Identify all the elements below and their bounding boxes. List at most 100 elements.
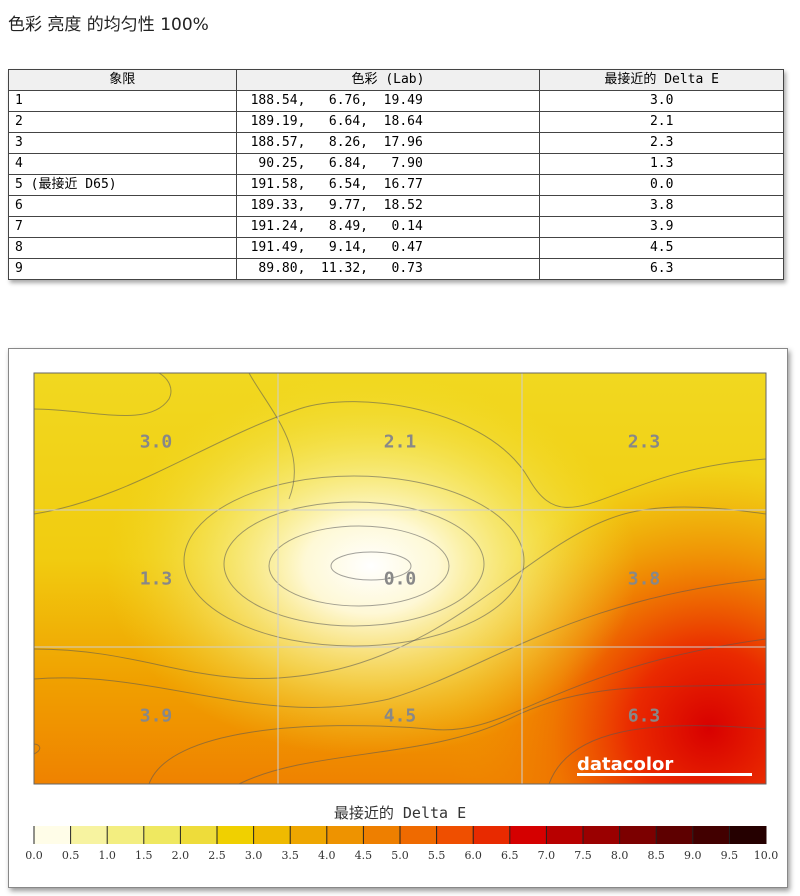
- cell-value-label: 0.0: [384, 569, 417, 590]
- colorbar: 0.0 0.5 1.0 1.5 2.0 2.5 3.0 3.5 4.0 4.5 5.0 5.5 6.0 6…: [25, 826, 778, 862]
- colorbar-segment: [180, 826, 218, 844]
- colorbar-tick-label: 5.0: [391, 849, 409, 862]
- colorbar-tick-label: 0.0: [25, 849, 43, 862]
- colorbar-tick-label: 3.0: [245, 849, 263, 862]
- colorbar-tick-label: 8.0: [611, 849, 629, 862]
- cell-delta-e: 6.3: [539, 258, 784, 280]
- table-row: 2 189.19, 6.64, 18.64 2.1: [8, 111, 784, 133]
- cell-lab: 189.33, 9.77, 18.52: [235, 195, 541, 217]
- cell-lab: 188.54, 6.76, 19.49: [235, 90, 541, 112]
- colorbar-tick-label: 3.5: [281, 849, 299, 862]
- cell-quadrant: 6: [8, 195, 237, 217]
- cell-lab: 89.80, 11.32, 0.73: [235, 258, 541, 280]
- colorbar-segment: [473, 826, 511, 844]
- uniformity-chart: 3.0 2.1 2.3 1.3 0.0 3.8 3.9 4.5 6.3 datacolor 最接…: [8, 348, 788, 888]
- datacolor-logo: datacolor: [577, 754, 673, 775]
- cell-lab: 191.58, 6.54, 16.77: [235, 174, 541, 196]
- table-row: 5 (最接近 D65) 191.58, 6.54, 16.77 0.0: [8, 174, 784, 196]
- cell-delta-e: 3.9: [539, 216, 784, 238]
- contour-lines: [34, 373, 766, 784]
- table-row: 1 188.54, 6.76, 19.49 3.0: [8, 90, 784, 112]
- cell-value-label: 3.8: [628, 569, 661, 590]
- colorbar-tick-label: 6.0: [464, 849, 482, 862]
- cell-quadrant: 3: [8, 132, 237, 154]
- cell-value-label: 1.3: [140, 569, 173, 590]
- colorbar-tick-label: 9.0: [684, 849, 702, 862]
- cell-quadrant: 5 (最接近 D65): [8, 174, 237, 196]
- cell-value-label: 3.9: [140, 706, 173, 727]
- page-title: 色彩 亮度 的均匀性 100%: [8, 15, 209, 35]
- colorbar-tick-label: 1.0: [98, 849, 116, 862]
- cell-value-label: 6.3: [628, 706, 661, 727]
- cell-value-label: 2.3: [628, 432, 661, 453]
- cell-delta-e: 2.3: [539, 132, 784, 154]
- header-quadrant: 象限: [8, 69, 237, 91]
- cell-lab: 189.19, 6.64, 18.64: [235, 111, 541, 133]
- colorbar-segment: [692, 826, 730, 844]
- colorbar-segment: [729, 826, 767, 844]
- table-row: 7 191.24, 8.49, 0.14 3.9: [8, 216, 784, 238]
- colorbar-tick-label: 8.5: [647, 849, 665, 862]
- cell-value-label: 4.5: [384, 706, 417, 727]
- colorbar-tick-label: 2.5: [208, 849, 226, 862]
- cell-lab: 191.24, 8.49, 0.14: [235, 216, 541, 238]
- table-row: 6 189.33, 9.77, 18.52 3.8: [8, 195, 784, 217]
- colorbar-tick-label: 6.5: [501, 849, 519, 862]
- cell-quadrant: 4: [8, 153, 237, 175]
- cell-quadrant: 9: [8, 258, 237, 280]
- cell-delta-e: 1.3: [539, 153, 784, 175]
- grid-lines: [34, 373, 766, 784]
- cell-lab: 191.49, 9.14, 0.47: [235, 237, 541, 259]
- table-row: 8 191.49, 9.14, 0.47 4.5: [8, 237, 784, 259]
- cell-delta-e: 0.0: [539, 174, 784, 196]
- colorbar-segment: [34, 826, 72, 844]
- colorbar-segment: [143, 826, 181, 844]
- colorbar-tick-label: 5.5: [428, 849, 446, 862]
- cell-lab: 90.25, 6.84, 7.90: [235, 153, 541, 175]
- colorbar-tick-label: 2.0: [172, 849, 190, 862]
- heatmap-area: 3.0 2.1 2.3 1.3 0.0 3.8 3.9 4.5 6.3 datacolor: [34, 373, 766, 784]
- colorbar-tick-label: 10.0: [754, 849, 779, 862]
- cell-delta-e: 3.8: [539, 195, 784, 217]
- table-row: 4 90.25, 6.84, 7.90 1.3: [8, 153, 784, 175]
- colorbar-segment: [70, 826, 108, 844]
- header-lab: 色彩 (Lab): [235, 69, 541, 91]
- table-row: 9 89.80, 11.32, 0.73 6.3: [8, 258, 784, 280]
- uniformity-table: 象限 色彩 (Lab) 最接近的 Delta E 1 188.54, 6.76, …: [8, 69, 784, 280]
- colorbar-segment: [436, 826, 474, 844]
- colorbar-tick-label: 0.5: [62, 849, 80, 862]
- colorbar-tick-label: 1.5: [135, 849, 153, 862]
- colorbar-segment: [290, 826, 328, 844]
- colorbar-tick-label: 4.0: [318, 849, 336, 862]
- cell-value-label: 3.0: [140, 432, 173, 453]
- colorbar-segment: [363, 826, 401, 844]
- table-header-row: 象限 色彩 (Lab) 最接近的 Delta E: [8, 69, 784, 91]
- cell-value-label: 2.1: [384, 432, 417, 453]
- table-row: 3 188.57, 8.26, 17.96 2.3: [8, 132, 784, 154]
- colorbar-segment: [583, 826, 621, 844]
- colorbar-tick-label: 7.0: [538, 849, 556, 862]
- colorbar-segment: [509, 826, 547, 844]
- heatmap-svg: 3.0 2.1 2.3 1.3 0.0 3.8 3.9 4.5 6.3 datacolor 最接…: [25, 372, 778, 862]
- colorbar-segment: [326, 826, 364, 844]
- cell-delta-e: 2.1: [539, 111, 784, 133]
- cell-delta-e: 4.5: [539, 237, 784, 259]
- cell-quadrant: 8: [8, 237, 237, 259]
- cell-delta-e: 3.0: [539, 90, 784, 112]
- colorbar-segment: [619, 826, 657, 844]
- cell-quadrant: 7: [8, 216, 237, 238]
- logo-underline: [577, 773, 752, 776]
- colorbar-segment: [217, 826, 255, 844]
- colorbar-segment: [546, 826, 584, 844]
- cell-lab: 188.57, 8.26, 17.96: [235, 132, 541, 154]
- cell-quadrant: 2: [8, 111, 237, 133]
- cell-quadrant: 1: [8, 90, 237, 112]
- colorbar-segment: [400, 826, 438, 844]
- colorbar-segment: [107, 826, 145, 844]
- colorbar-segment: [656, 826, 694, 844]
- header-delta-e: 最接近的 Delta E: [539, 69, 784, 91]
- heatmap-border: [33, 372, 767, 785]
- colorbar-segment: [253, 826, 291, 844]
- colorbar-tick-label: 7.5: [574, 849, 592, 862]
- colorbar-title: 最接近的 Delta E: [334, 804, 466, 822]
